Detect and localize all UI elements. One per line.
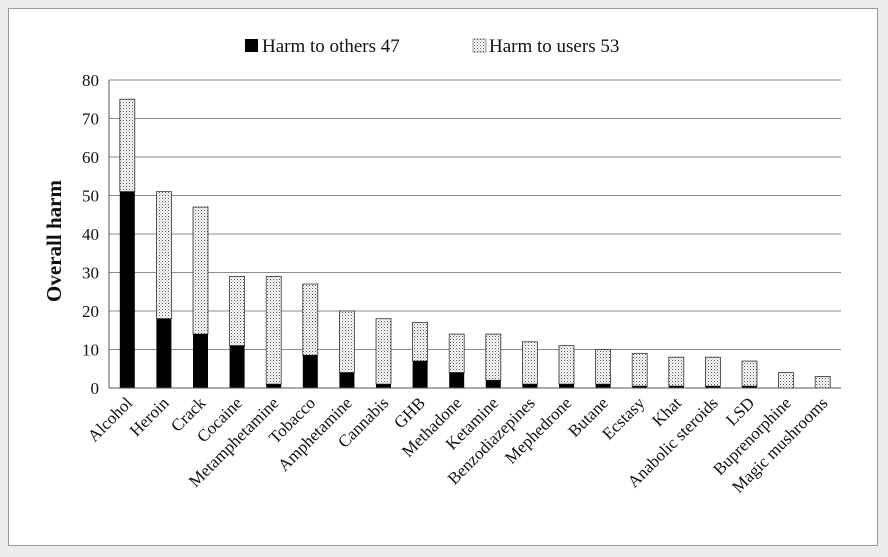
bar-harm-to-users bbox=[741, 360, 758, 387]
axes bbox=[108, 80, 841, 389]
legend-swatch-others bbox=[245, 39, 258, 52]
legend: Harm to others 47 Harm to users 53 bbox=[245, 36, 619, 57]
y-tick-label: 0 bbox=[91, 379, 100, 398]
y-tick-label: 10 bbox=[82, 341, 99, 360]
bar-harm-to-others bbox=[449, 372, 465, 388]
y-tick-label: 40 bbox=[82, 225, 99, 244]
bar-harm-to-users bbox=[522, 341, 538, 385]
y-tick-label: 50 bbox=[82, 187, 99, 206]
bar-harm-to-others bbox=[156, 318, 172, 388]
bar-harm-to-users bbox=[302, 283, 319, 356]
y-axis-title: Overall harm bbox=[42, 180, 66, 302]
bar-harm-to-users bbox=[338, 310, 355, 373]
x-tick-label: Ecstasy bbox=[598, 393, 649, 444]
bar-harm-to-others bbox=[339, 372, 355, 388]
gridlines bbox=[109, 79, 841, 350]
bar-harm-to-others bbox=[376, 384, 391, 388]
bar-harm-to-users bbox=[595, 349, 611, 385]
bar-harm-to-others bbox=[705, 386, 721, 388]
legend-label-others: Harm to others 47 bbox=[262, 36, 400, 57]
bar-harm-to-others bbox=[119, 191, 135, 388]
legend-swatch-users bbox=[472, 38, 487, 53]
bar-harm-to-others bbox=[302, 355, 318, 388]
bar-harm-to-users bbox=[119, 98, 136, 193]
y-tick-label: 20 bbox=[82, 302, 99, 321]
bar-harm-to-users bbox=[485, 333, 502, 381]
bar-chart: 0 10 20 30 40 50 60 70 80 AlcoholHeroinCrackCoca… bbox=[42, 36, 841, 497]
bar-harm-to-users bbox=[705, 356, 721, 387]
bar-harm-to-users bbox=[668, 356, 685, 387]
bar-harm-to-users bbox=[448, 333, 465, 374]
bars bbox=[119, 98, 831, 389]
x-tick-label: Alcohol bbox=[84, 393, 136, 445]
bar-harm-to-users bbox=[375, 318, 392, 385]
bar-harm-to-users bbox=[412, 322, 429, 362]
x-tick-labels: AlcoholHeroinCrackCocaineMetamphetamineT… bbox=[84, 393, 832, 497]
bar-harm-to-users bbox=[558, 345, 575, 385]
y-tick-label: 70 bbox=[82, 110, 99, 129]
bar-harm-to-users bbox=[192, 206, 209, 335]
y-tick-label: 30 bbox=[82, 264, 99, 283]
bar-harm-to-others bbox=[595, 384, 611, 388]
bar-harm-to-users bbox=[814, 376, 831, 389]
bar-harm-to-others bbox=[266, 384, 282, 388]
bar-harm-to-others bbox=[485, 380, 501, 388]
bar-harm-to-others bbox=[412, 361, 428, 388]
chart-frame: 0 10 20 30 40 50 60 70 80 Alcohol Heroin Crack Coca… bbox=[8, 8, 878, 546]
bar-harm-to-users bbox=[778, 372, 794, 389]
bar-harm-to-users bbox=[229, 275, 246, 347]
bar-harm-to-others bbox=[742, 386, 757, 388]
y-tick-label: 80 bbox=[82, 71, 99, 90]
bar-harm-to-users bbox=[155, 191, 172, 320]
x-tick-label: Heroin bbox=[126, 393, 173, 440]
bar-harm-to-users bbox=[265, 275, 282, 385]
bar-harm-to-others bbox=[193, 334, 208, 388]
y-tick-label: 60 bbox=[82, 148, 99, 167]
y-tick-labels: 0 10 20 30 40 50 60 70 80 bbox=[82, 71, 99, 398]
bar-harm-to-others bbox=[522, 384, 538, 388]
bar-harm-to-others bbox=[559, 384, 574, 388]
bar-harm-to-others bbox=[632, 386, 648, 388]
bar-harm-to-others bbox=[229, 345, 245, 388]
legend-label-users: Harm to users 53 bbox=[489, 36, 619, 57]
bar-harm-to-others bbox=[668, 386, 684, 388]
bar-harm-to-users bbox=[631, 352, 648, 387]
